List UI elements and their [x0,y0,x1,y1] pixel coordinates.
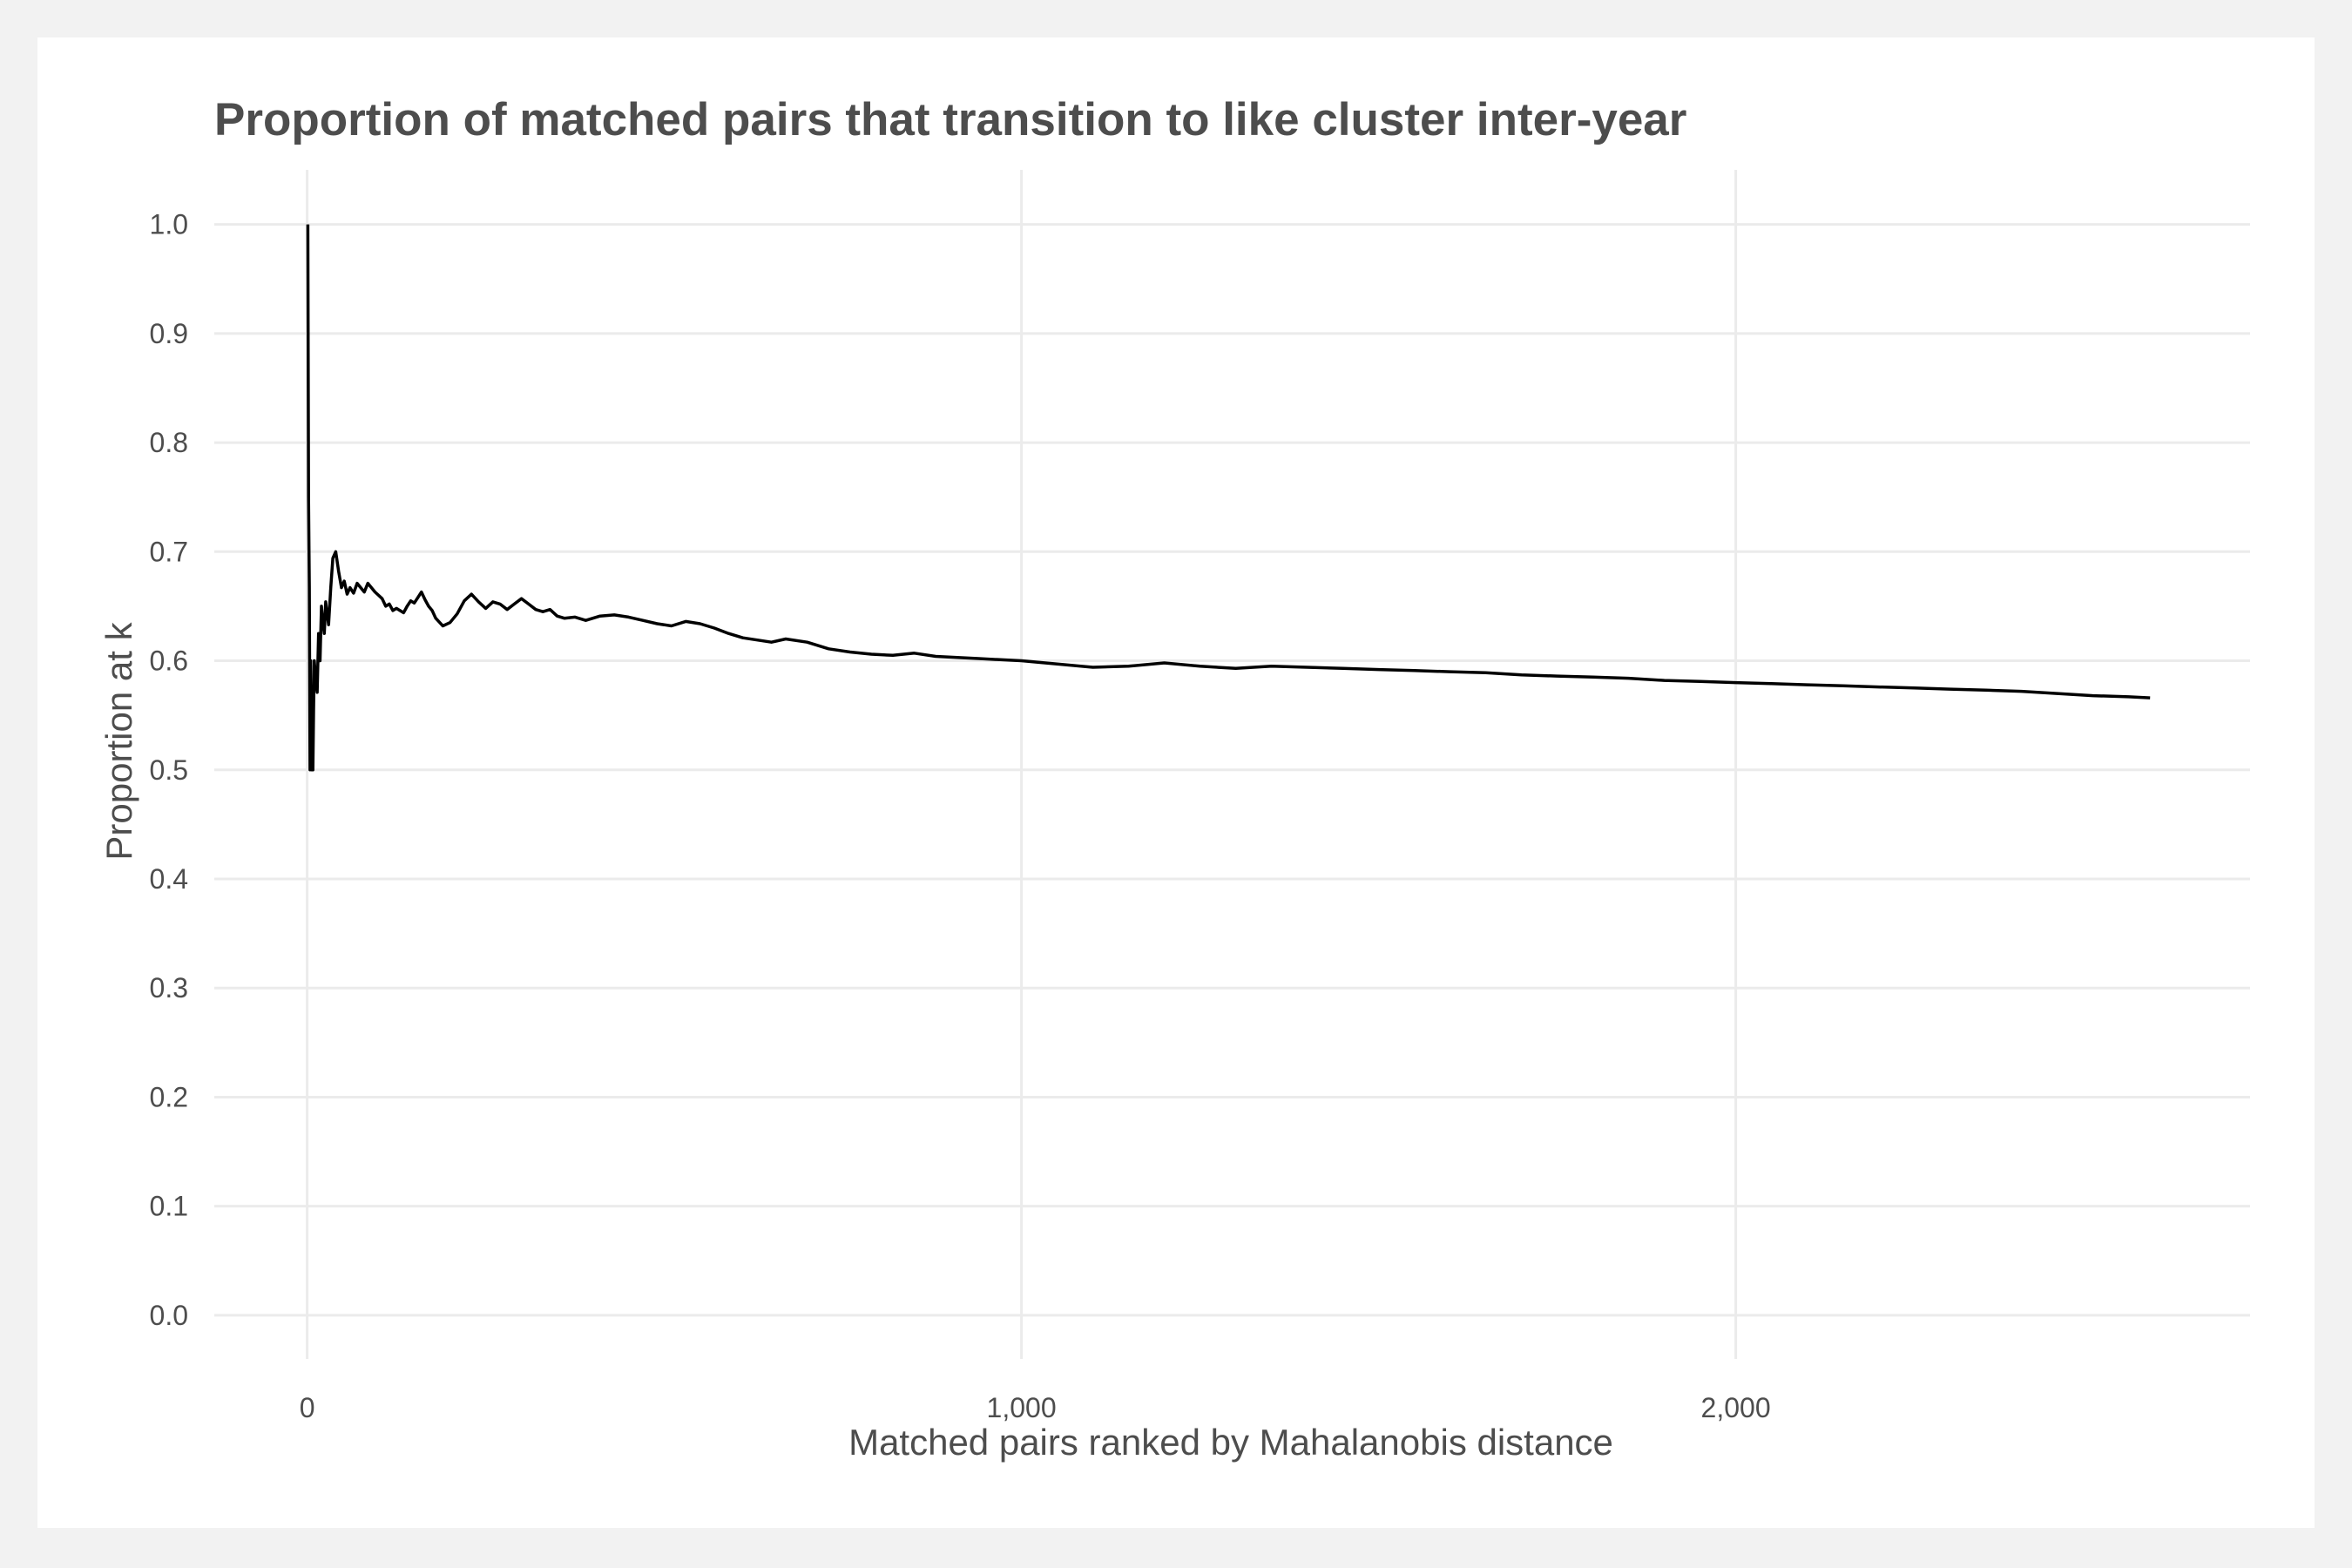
x-tick-label: 1,000 [987,1392,1057,1423]
y-tick-label: 0.3 [150,972,188,1004]
y-tick-label: 0.6 [150,645,188,677]
chart-card: Proportion of matched pairs that transit… [37,37,2315,1528]
series-layer [306,224,2151,772]
y-tick-label: 1.0 [150,209,188,240]
y-tick-label: 0.9 [150,318,188,349]
line-chart: Proportion of matched pairs that transit… [98,94,2250,1463]
y-tick-label: 0.1 [150,1191,188,1222]
x-axis-title: Matched pairs ranked by Mahalanobis dist… [848,1422,1613,1463]
y-tick-label: 0.4 [150,863,188,895]
grid-lines [214,170,2250,1359]
chart-title: Proportion of matched pairs that transit… [214,94,1686,145]
y-tick-label: 0.7 [150,536,188,567]
y-axis-title: Proportion at k [98,621,139,860]
x-axis-tick-labels: 0 1,000 2,000 [300,1392,1771,1423]
x-tick-label: 2,000 [1701,1392,1771,1423]
y-tick-label: 0.0 [150,1300,188,1331]
y-tick-label: 0.5 [150,754,188,786]
y-tick-label: 0.8 [150,427,188,458]
x-tick-label: 0 [300,1392,315,1423]
y-axis-tick-labels: 0.0 0.1 0.2 0.3 0.4 0.5 0.6 0.7 0.8 0.9 1.0 [150,209,188,1331]
series-line [306,224,2151,772]
y-tick-label: 0.2 [150,1081,188,1112]
